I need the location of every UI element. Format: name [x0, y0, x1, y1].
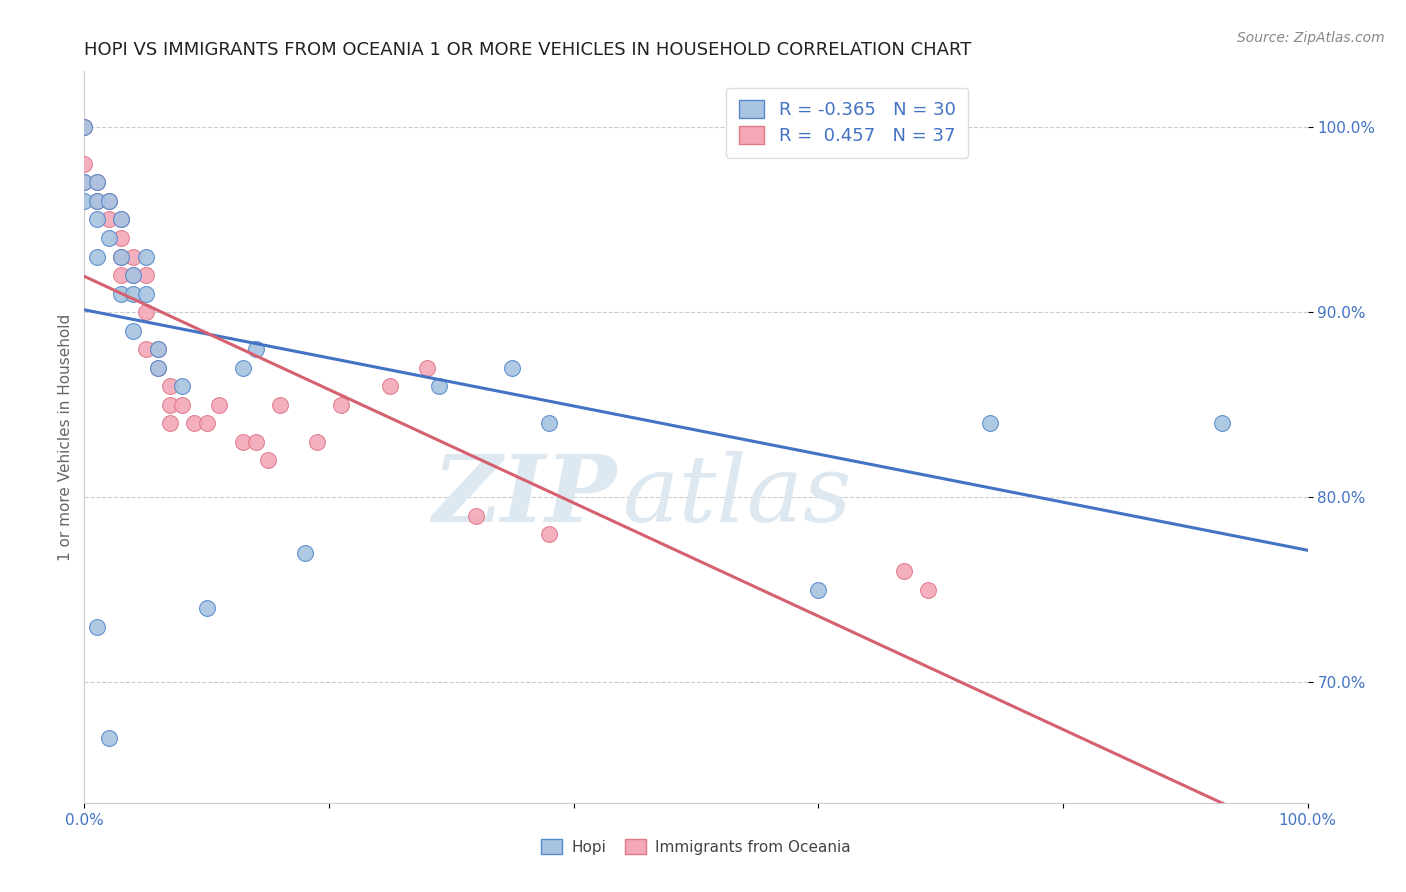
Point	[146, 342, 169, 356]
Point	[110, 286, 132, 301]
Point	[122, 268, 145, 282]
Point	[135, 250, 157, 264]
Point	[172, 398, 194, 412]
Point	[269, 398, 291, 412]
Point	[73, 120, 96, 134]
Point	[110, 212, 132, 227]
Point	[122, 324, 145, 338]
Point	[1211, 416, 1233, 430]
Legend: Hopi, Immigrants from Oceania: Hopi, Immigrants from Oceania	[534, 833, 858, 861]
Point	[122, 286, 145, 301]
Point	[807, 582, 830, 597]
Point	[245, 342, 267, 356]
Point	[183, 416, 205, 430]
Point	[502, 360, 524, 375]
Point	[110, 268, 132, 282]
Point	[257, 453, 280, 467]
Point	[110, 212, 132, 227]
Point	[97, 212, 120, 227]
Text: HOPI VS IMMIGRANTS FROM OCEANIA 1 OR MORE VEHICLES IN HOUSEHOLD CORRELATION CHAR: HOPI VS IMMIGRANTS FROM OCEANIA 1 OR MOR…	[84, 41, 972, 59]
Point	[159, 379, 181, 393]
Point	[294, 546, 316, 560]
Point	[86, 250, 108, 264]
Point	[538, 416, 561, 430]
Point	[73, 176, 96, 190]
Point	[122, 250, 145, 264]
Point	[135, 305, 157, 319]
Point	[135, 342, 157, 356]
Point	[917, 582, 939, 597]
Point	[146, 360, 169, 375]
Point	[110, 231, 132, 245]
Point	[380, 379, 402, 393]
Point	[135, 268, 157, 282]
Point	[97, 194, 120, 208]
Point	[893, 565, 915, 579]
Point	[232, 434, 254, 449]
Point	[73, 176, 96, 190]
Point	[86, 212, 108, 227]
Point	[73, 157, 96, 171]
Point	[97, 194, 120, 208]
Point	[135, 286, 157, 301]
Point	[73, 194, 96, 208]
Point	[330, 398, 353, 412]
Point	[86, 620, 108, 634]
Point	[73, 120, 96, 134]
Point	[305, 434, 328, 449]
Point	[172, 379, 194, 393]
Point	[97, 231, 120, 245]
Point	[232, 360, 254, 375]
Point	[146, 360, 169, 375]
Point	[122, 268, 145, 282]
Point	[195, 601, 218, 615]
Point	[195, 416, 218, 430]
Point	[110, 250, 132, 264]
Point	[245, 434, 267, 449]
Point	[86, 176, 108, 190]
Point	[86, 194, 108, 208]
Point	[146, 342, 169, 356]
Text: ZIP: ZIP	[432, 450, 616, 541]
Point	[464, 508, 486, 523]
Text: atlas: atlas	[623, 450, 852, 541]
Point	[159, 398, 181, 412]
Point	[159, 416, 181, 430]
Point	[979, 416, 1001, 430]
Point	[86, 194, 108, 208]
Point	[110, 250, 132, 264]
Point	[208, 398, 231, 412]
Point	[538, 527, 561, 541]
Point	[416, 360, 439, 375]
Point	[86, 176, 108, 190]
Y-axis label: 1 or more Vehicles in Household: 1 or more Vehicles in Household	[58, 313, 73, 561]
Point	[97, 731, 120, 745]
Text: Source: ZipAtlas.com: Source: ZipAtlas.com	[1237, 31, 1385, 45]
Point	[427, 379, 450, 393]
